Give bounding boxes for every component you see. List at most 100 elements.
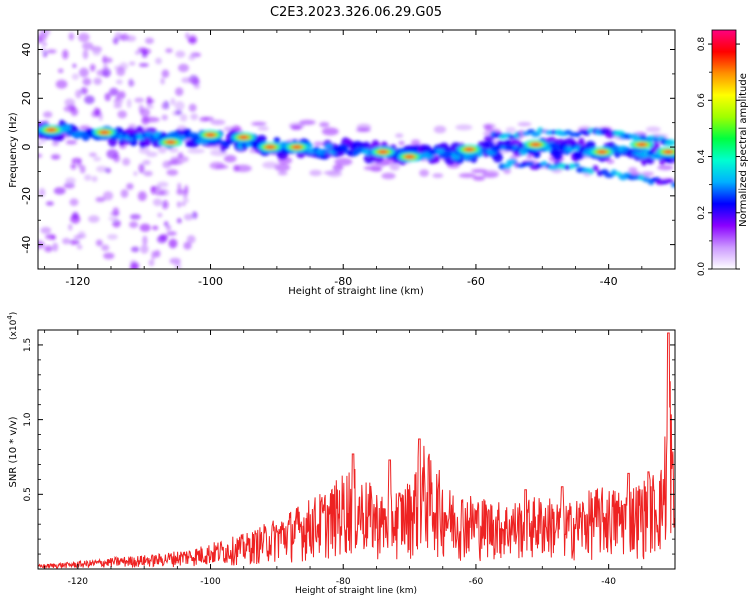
noise-blob (104, 92, 111, 102)
noise-blob (96, 165, 108, 173)
spectrogram-x-axis-label: Height of straight line (km) (288, 286, 424, 297)
noise-blob (458, 172, 476, 179)
noise-blob (148, 259, 155, 267)
snr-y-axis-label: SNR (10 * v/v) (8, 416, 19, 487)
noise-blob (92, 50, 101, 56)
peak-center (207, 133, 214, 137)
x-tick-label: -120 (68, 577, 89, 587)
noise-blob (146, 104, 154, 109)
noise-blob (43, 111, 53, 118)
noise-blob (398, 140, 405, 146)
noise-blob (327, 169, 343, 178)
noise-blob (115, 95, 120, 102)
spectrogram-frame (37, 29, 676, 270)
noise-blob (166, 231, 177, 236)
noise-blob (181, 201, 186, 207)
noise-blob (134, 97, 145, 103)
peak-center (466, 148, 473, 151)
noise-blob (299, 119, 316, 126)
noise-blob (102, 55, 107, 64)
colorbar: 0.0 0.2 0.4 0.6 0.8 Normalized spectral ampl… (697, 29, 749, 277)
noise-blob (101, 244, 110, 252)
noise-blob (51, 155, 60, 160)
peak-center (599, 150, 605, 154)
x-tick-label: -80 (336, 577, 351, 587)
noise-blob (332, 164, 344, 172)
band-blob (572, 150, 585, 160)
noise-blob (313, 141, 325, 146)
peak-center (406, 155, 413, 159)
noise-blob (108, 216, 119, 221)
y-tick-label: 0.5 (23, 487, 33, 501)
noise-blob (62, 237, 71, 245)
noise-blob (38, 187, 46, 198)
colorbar-gradient (711, 29, 737, 270)
noise-blob (175, 155, 189, 163)
noise-blob (161, 102, 166, 110)
noise-blob (186, 235, 196, 244)
noise-blob (125, 35, 137, 42)
noise-blob (138, 147, 150, 154)
noise-blob (187, 38, 197, 43)
noise-blob (140, 108, 150, 118)
noise-blob (433, 125, 447, 134)
colorbar-tick-label: 0.0 (697, 262, 707, 277)
colorbar-label: Normalized spectral amplitude (738, 73, 749, 227)
noise-blob (334, 157, 353, 166)
noise-blob (157, 146, 167, 154)
noise-blob (91, 46, 103, 53)
noise-blob (65, 140, 78, 145)
noise-blob (175, 87, 184, 97)
noise-blob (130, 246, 140, 253)
noise-blob (177, 63, 190, 73)
x-tick-label: -120 (65, 275, 90, 288)
noise-blob (472, 175, 486, 181)
y-tick-label: -40 (20, 236, 33, 254)
noise-blob (165, 48, 173, 53)
noise-blob (78, 67, 89, 78)
noise-blob (166, 169, 179, 176)
band-blob (435, 148, 445, 154)
peak-center (240, 136, 247, 139)
branch-blob (574, 131, 581, 138)
noise-blob (645, 126, 661, 133)
noise-blob (122, 157, 131, 166)
noise-blob (290, 125, 302, 131)
noise-blob (102, 191, 114, 201)
noise-blob (606, 159, 615, 164)
noise-blob (45, 201, 54, 206)
noise-blob (199, 116, 209, 122)
noise-blob (484, 124, 493, 132)
band-blob (492, 151, 503, 163)
noise-blob (188, 54, 196, 61)
noise-blob (628, 167, 638, 173)
noise-blob (175, 109, 183, 116)
noise-blob (51, 141, 60, 146)
branch-blob (573, 162, 580, 168)
band-blob (324, 143, 333, 149)
snr-y-multiplier-exponent: 4 (6, 315, 14, 320)
noise-blob (52, 242, 59, 252)
x-tick-label: -40 (600, 275, 618, 288)
noise-blob (168, 238, 178, 249)
peak-center (48, 128, 55, 132)
noise-blob (82, 77, 92, 86)
noise-blob (319, 121, 330, 128)
noise-blob (129, 213, 141, 220)
noise-blob (129, 262, 139, 269)
branch-blob (670, 181, 675, 188)
band-blob (339, 144, 350, 149)
noise-blob (112, 37, 119, 45)
noise-blob (419, 169, 430, 177)
noise-blob (109, 87, 119, 96)
noise-blob (38, 141, 41, 148)
band-blob (53, 133, 65, 142)
noise-blob (77, 230, 86, 238)
noise-blob (79, 164, 86, 174)
noise-blob (103, 252, 115, 260)
noise-blob (95, 239, 103, 247)
band-blob (483, 140, 495, 149)
snr-x-axis-label: Height of straight line (km) (295, 586, 417, 596)
noise-blob (84, 174, 92, 181)
noise-blob (38, 32, 48, 42)
